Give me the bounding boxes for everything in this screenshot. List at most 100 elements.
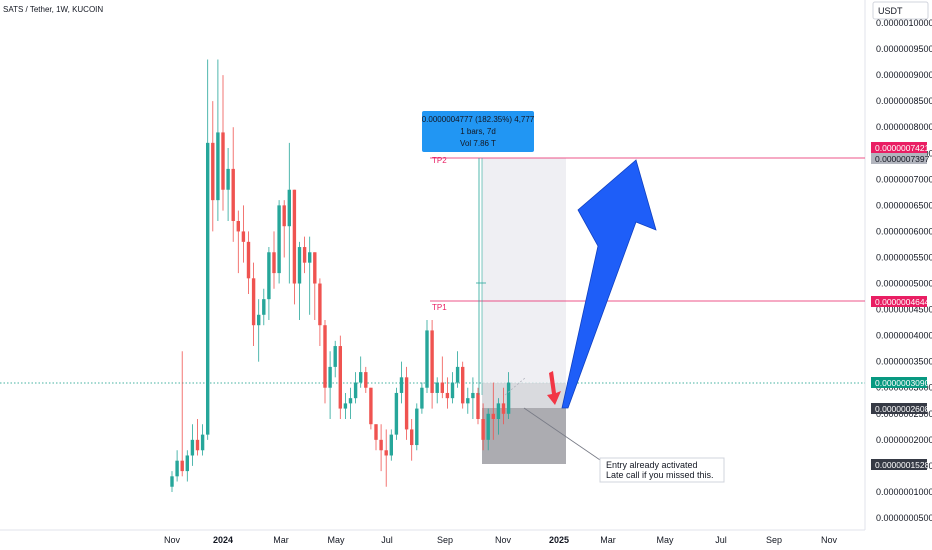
tp1-label: TP1: [432, 303, 447, 312]
x-tick-label: 2025: [549, 535, 569, 545]
candle-up: [359, 372, 363, 383]
currency-label: USDT: [878, 6, 903, 16]
candle-up: [496, 403, 501, 419]
tp2-label: TP2: [432, 156, 447, 165]
svg-text:0.0000007421: 0.0000007421: [875, 143, 930, 153]
x-tick-label: 2024: [213, 535, 233, 545]
x-tick-label: Nov: [821, 535, 838, 545]
candle-down: [231, 168, 235, 221]
candle-down: [481, 419, 485, 440]
x-tick-label: Nov: [164, 535, 181, 545]
price-tag-tp2-target: 0.0000007421: [871, 142, 930, 153]
candle-up: [399, 377, 404, 393]
y-tick-label: 0.0000002000: [876, 435, 932, 445]
tooltip-line-2: 1 bars, 7d: [460, 127, 496, 136]
candle-up: [257, 314, 261, 326]
candle-up: [450, 382, 455, 399]
y-tick-label: 0.0000005000: [876, 279, 932, 289]
candle-up: [206, 142, 210, 435]
candle-down: [445, 392, 450, 399]
x-tick-label: Jul: [715, 535, 727, 545]
x-tick-label: Jul: [381, 535, 393, 545]
stop-zone: [482, 408, 566, 464]
tooltip-line-3: Vol 7.86 T: [460, 139, 496, 148]
candle-up: [425, 330, 429, 388]
svg-text:0.0000001528: 0.0000001528: [875, 460, 930, 470]
candle-up: [353, 382, 358, 399]
chart-title: SATS / Tether, 1W, KUCOIN: [3, 5, 103, 14]
candle-down: [410, 429, 414, 446]
svg-text:0.0000004644: 0.0000004644: [875, 297, 930, 307]
y-tick-label: 0.0000001000: [876, 487, 932, 497]
note-line-2: Late call if you missed this.: [606, 470, 714, 480]
y-tick-label: 0.0000004500: [876, 305, 932, 315]
price-tag-stop: 0.0000001528: [871, 459, 930, 470]
tooltip-line-1: 0.0000004777 (182.35%) 4,777: [422, 115, 535, 124]
candle-up: [415, 408, 419, 446]
candle-down: [404, 377, 409, 430]
svg-text:0.0000002608: 0.0000002608: [875, 404, 930, 414]
candle-down: [195, 439, 200, 451]
x-tick-label: Sep: [437, 535, 453, 545]
y-tick-label: 0.0000004000: [876, 331, 932, 341]
candle-up: [277, 205, 281, 274]
y-tick-label: 0.0000009000: [876, 70, 932, 80]
candle-up: [348, 398, 353, 404]
candle-down: [338, 346, 342, 409]
candle-up: [190, 439, 195, 456]
candle-up: [200, 434, 205, 451]
candle-down: [292, 189, 297, 284]
profit-zone: [482, 158, 566, 408]
y-tick-label: 0.0000010000: [876, 18, 932, 28]
x-axis-ticks: Nov 2024 Mar May Jul Sep Nov 2025 Mar May Jul Sep No…: [164, 535, 838, 545]
candle-down: [246, 241, 251, 279]
candle-down: [221, 132, 225, 190]
candle-up: [308, 252, 312, 263]
candle-down: [251, 278, 256, 326]
y-tick-label: 0.0000006500: [876, 200, 932, 210]
candle-up: [506, 382, 511, 414]
candle-up: [394, 392, 399, 435]
note-line-1: Entry already activated: [606, 460, 698, 470]
plot-area[interactable]: [0, 0, 865, 530]
candle-down: [180, 460, 184, 472]
candle-up: [297, 247, 302, 284]
y-tick-label: 0.0000009500: [876, 44, 932, 54]
currency-selector[interactable]: USDT: [872, 1, 929, 20]
red-arrow: [547, 371, 561, 405]
candle-down: [364, 372, 368, 388]
candle-up: [170, 476, 174, 487]
candle-up: [333, 346, 337, 367]
candle-down: [236, 221, 240, 232]
svg-text:0.0000003090: 0.0000003090: [875, 378, 930, 388]
candle-down: [501, 403, 506, 414]
x-tick-label: Mar: [600, 535, 616, 545]
y-tick-label: 0.0000005500: [876, 252, 932, 262]
candle-up: [216, 132, 220, 201]
y-tick-label: 0.0000000500: [876, 513, 932, 523]
candle-down: [461, 366, 465, 404]
candle-up: [226, 168, 230, 190]
candle-up: [466, 398, 470, 404]
price-tag-tp1: 0.0000004644: [871, 296, 930, 307]
candle-down: [369, 387, 373, 425]
candle-down: [272, 252, 276, 274]
candle-down: [241, 231, 246, 242]
candle-down: [318, 283, 322, 326]
measure-tooltip: 0.0000004777 (182.35%) 4,777 1 bars, 7d …: [422, 111, 535, 152]
candle-down: [211, 142, 215, 201]
y-tick-label: 0.0000008500: [876, 96, 932, 106]
candle-up: [420, 387, 424, 409]
y-axis-ticks: 0.00000005000.00000010000.00000015000.00…: [876, 18, 932, 523]
candle-down: [476, 392, 480, 419]
y-tick-label: 0.0000008000: [876, 122, 932, 132]
y-tick-label: 0.0000006000: [876, 226, 932, 236]
candle-up: [185, 455, 189, 472]
candle-down: [440, 382, 444, 393]
candle-up: [389, 434, 393, 456]
candle-up: [343, 403, 348, 409]
x-tick-label: Nov: [495, 535, 512, 545]
svg-text:0.0000007397: 0.0000007397: [875, 154, 930, 164]
candle-up: [435, 382, 439, 393]
